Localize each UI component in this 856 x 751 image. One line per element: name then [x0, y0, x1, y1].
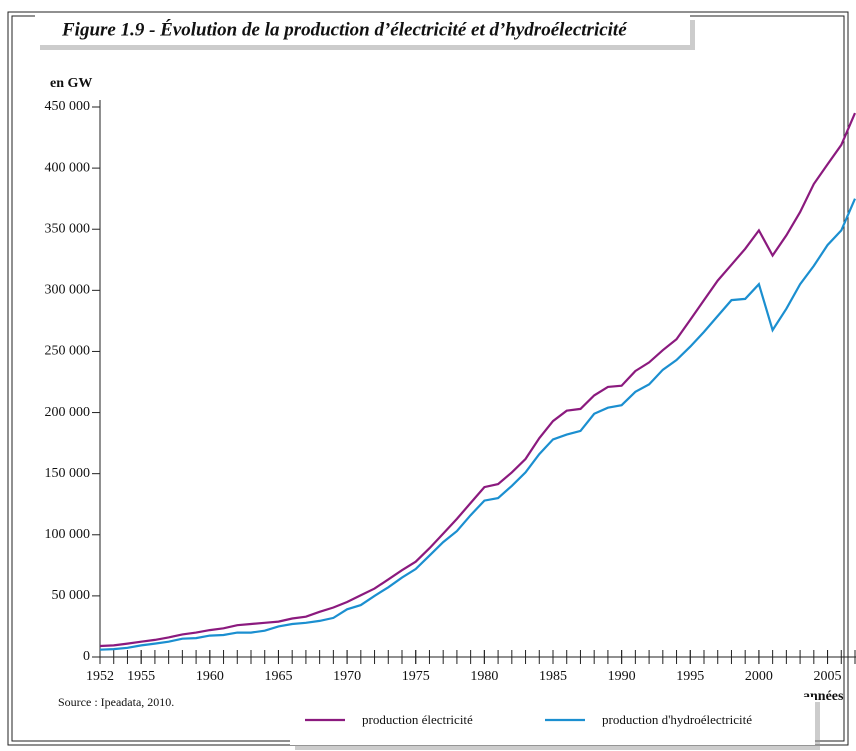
y-tick-label: 0: [83, 649, 90, 664]
y-tick-label: 100 000: [45, 527, 91, 542]
y-tick-label: 200 000: [45, 405, 91, 420]
legend-label: production électricité: [362, 712, 473, 727]
y-tick-label: 350 000: [45, 221, 91, 236]
legend-label: production d'hydroélectricité: [602, 712, 752, 727]
x-tick-label: 1952: [86, 669, 114, 684]
x-tick-label: 1960: [196, 669, 224, 684]
series-line: [99, 112, 856, 648]
title-box: [35, 15, 690, 45]
y-tick-label: 50 000: [52, 588, 91, 603]
x-tick-label: 1995: [676, 669, 704, 684]
frame-outer: [7, 11, 849, 746]
series-line: [99, 198, 856, 651]
x-tick-label: 1965: [264, 669, 292, 684]
y-tick-label: 150 000: [45, 466, 91, 481]
source: Source : Ipeadata, 2010.: [58, 695, 174, 709]
x-tick-label: 2000: [745, 669, 773, 684]
x-tick-label: 1985: [539, 669, 567, 684]
y-tick-label: 450 000: [45, 99, 91, 114]
chart-title: Figure 1.9 - Évolution de la production …: [61, 18, 627, 40]
x-tick-label: 2005: [814, 669, 842, 684]
x-tick-label: 1955: [127, 669, 155, 684]
frame-inner: [11, 15, 845, 742]
x-tick-label: 1990: [608, 669, 636, 684]
y-tick-label: 400 000: [45, 160, 91, 175]
x-tick-label: 1980: [470, 669, 498, 684]
y-tick-label: 300 000: [45, 283, 91, 298]
y-tick-label: 250 000: [45, 344, 91, 359]
x-tick-label: 1970: [333, 669, 361, 684]
x-tick-label: 1975: [402, 669, 430, 684]
y-axis-label: en GW: [50, 76, 92, 91]
